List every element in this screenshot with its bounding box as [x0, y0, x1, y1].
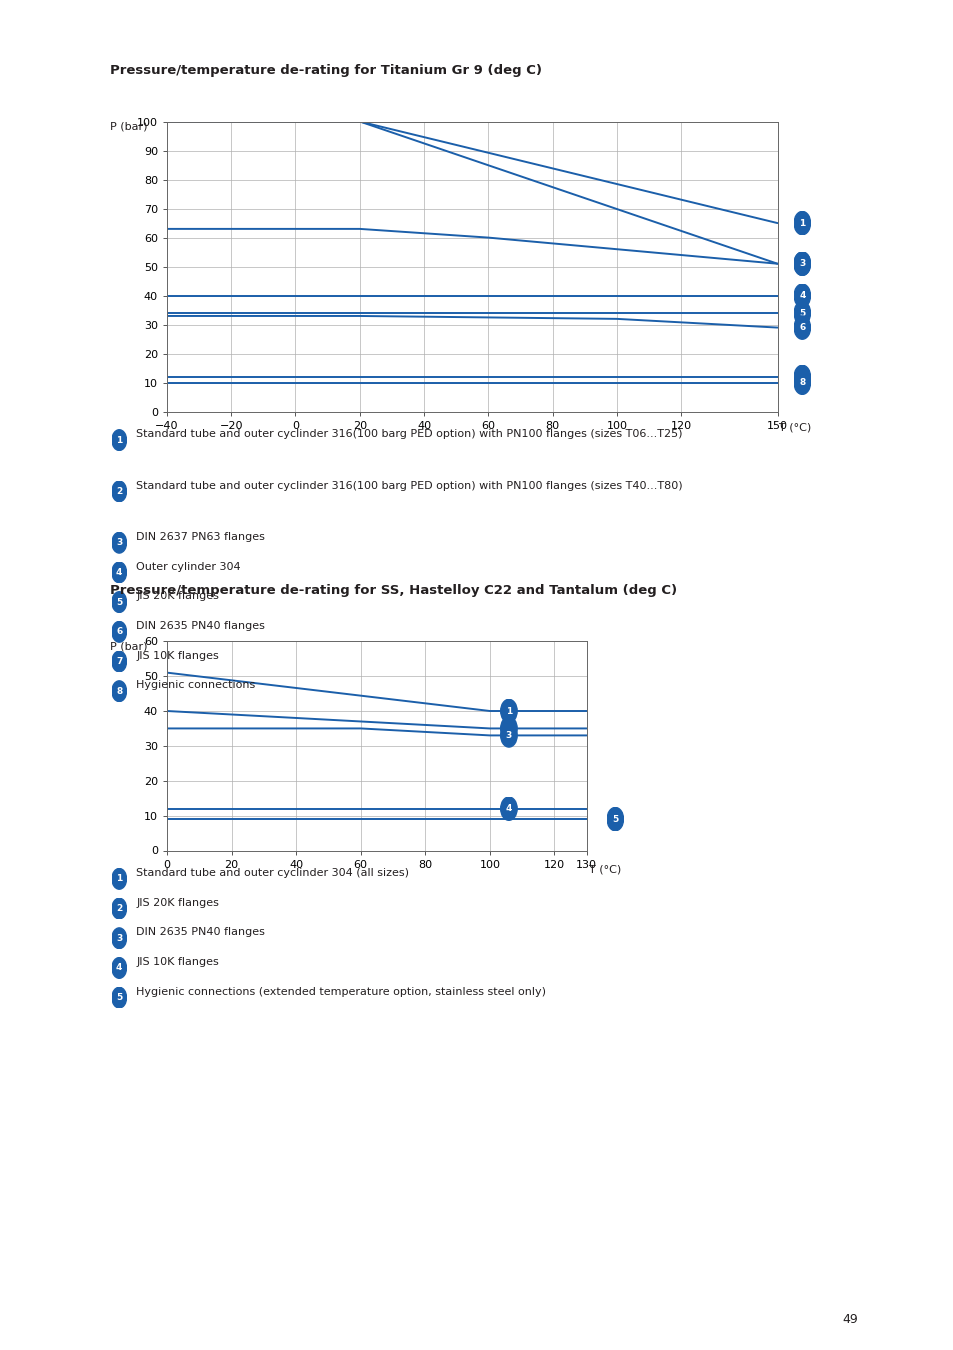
Text: 2: 2 [505, 724, 512, 733]
Text: P (bar): P (bar) [110, 641, 147, 651]
Circle shape [793, 252, 810, 275]
Circle shape [793, 316, 810, 339]
Text: 49: 49 [841, 1312, 858, 1326]
Circle shape [606, 807, 623, 830]
Text: 5: 5 [799, 309, 804, 317]
Text: Standard tube and outer cyclinder 316(100 barg PED option) with PN100 flanges (s: Standard tube and outer cyclinder 316(10… [136, 429, 682, 439]
Text: DIN 2635 PN40 flanges: DIN 2635 PN40 flanges [136, 621, 265, 630]
Text: 1: 1 [799, 219, 804, 228]
Text: 7: 7 [116, 657, 122, 666]
Circle shape [112, 927, 127, 949]
Circle shape [112, 621, 127, 643]
Circle shape [500, 717, 517, 740]
Text: 1: 1 [505, 706, 512, 716]
Text: 7: 7 [799, 373, 804, 382]
Text: 3: 3 [116, 539, 122, 547]
Text: 2: 2 [116, 904, 122, 913]
Text: 4: 4 [799, 292, 804, 300]
Circle shape [500, 724, 517, 747]
Circle shape [112, 987, 127, 1008]
Text: JIS 10K flanges: JIS 10K flanges [136, 957, 219, 967]
Text: 6: 6 [116, 628, 122, 636]
Circle shape [793, 366, 810, 389]
Text: DIN 2635 PN40 flanges: DIN 2635 PN40 flanges [136, 927, 265, 937]
Text: 5: 5 [612, 814, 618, 824]
Circle shape [112, 562, 127, 583]
Text: 8: 8 [116, 687, 122, 695]
Text: T (°C): T (°C) [588, 864, 620, 873]
Text: 3: 3 [799, 259, 804, 269]
Circle shape [112, 591, 127, 613]
Circle shape [793, 284, 810, 308]
Text: 4: 4 [505, 805, 512, 813]
Text: DIN 2637 PN63 flanges: DIN 2637 PN63 flanges [136, 532, 265, 541]
Text: 5: 5 [116, 994, 122, 1002]
Text: P (bar): P (bar) [110, 122, 147, 131]
Circle shape [112, 532, 127, 553]
Circle shape [793, 252, 810, 275]
Circle shape [112, 481, 127, 502]
Text: 4: 4 [116, 964, 122, 972]
Circle shape [112, 898, 127, 919]
Text: 1: 1 [116, 875, 122, 883]
Text: 3: 3 [116, 934, 122, 942]
Text: JIS 10K flanges: JIS 10K flanges [136, 651, 219, 660]
Text: 8: 8 [799, 378, 804, 387]
Text: 6: 6 [799, 323, 804, 332]
Text: 2: 2 [799, 259, 804, 269]
Text: Hygienic connections: Hygienic connections [136, 680, 255, 690]
Text: Pressure/temperature de-rating for Titanium Gr 9 (deg C): Pressure/temperature de-rating for Titan… [110, 63, 541, 77]
Text: 4: 4 [116, 568, 122, 576]
Circle shape [112, 680, 127, 702]
Circle shape [793, 212, 810, 235]
Text: Outer cylinder 304: Outer cylinder 304 [136, 562, 241, 571]
Circle shape [112, 868, 127, 890]
Text: 5: 5 [116, 598, 122, 606]
Text: 2: 2 [116, 487, 122, 495]
Text: Hygienic connections (extended temperature option, stainless steel only): Hygienic connections (extended temperatu… [136, 987, 546, 996]
Circle shape [112, 429, 127, 451]
Text: Standard tube and outer cyclinder 304 (all sizes): Standard tube and outer cyclinder 304 (a… [136, 868, 409, 878]
Text: 1: 1 [116, 436, 122, 444]
Text: T (°C): T (°C) [779, 423, 811, 432]
Text: JIS 20K flanges: JIS 20K flanges [136, 591, 219, 601]
Circle shape [793, 301, 810, 325]
Text: Standard tube and outer cyclinder 316(100 barg PED option) with PN100 flanges (s: Standard tube and outer cyclinder 316(10… [136, 481, 682, 490]
Circle shape [112, 651, 127, 672]
Circle shape [112, 957, 127, 979]
Circle shape [793, 371, 810, 394]
Text: 3: 3 [505, 730, 512, 740]
Text: JIS 20K flanges: JIS 20K flanges [136, 898, 219, 907]
Circle shape [500, 699, 517, 722]
Circle shape [500, 796, 517, 821]
Text: Pressure/temperature de-rating for SS, Hastelloy C22 and Tantalum (deg C): Pressure/temperature de-rating for SS, H… [110, 583, 676, 597]
